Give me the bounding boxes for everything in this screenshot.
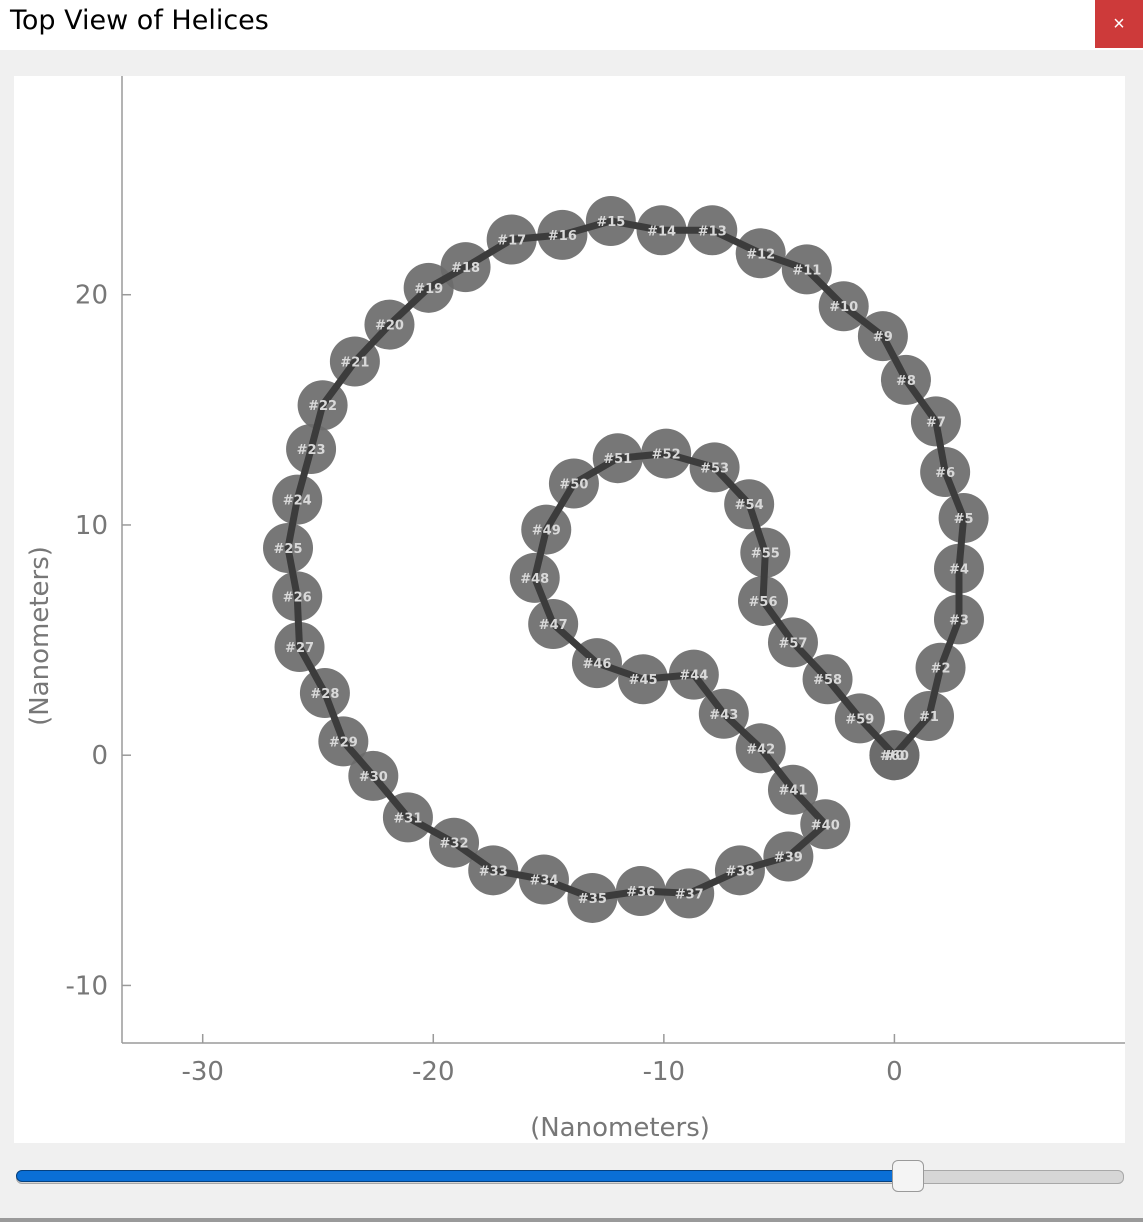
marks: #0 #1 #2 #3 #4 #5 #6 #7 #8 #9 #10 #11 #12 #13 #14 #15 #1…	[263, 196, 989, 923]
axes: -30 -20 -10 0 -10 0 10 20	[66, 76, 1125, 1087]
helix-node-label: #54	[735, 498, 764, 513]
helix-node-label: #21	[340, 355, 369, 370]
helix-node-label: #7	[926, 415, 946, 430]
helix-node-label: #33	[479, 864, 508, 879]
helix-node-label: #26	[283, 590, 312, 605]
helix-node-label: #35	[578, 892, 607, 907]
y-tick-label: 10	[75, 511, 108, 541]
close-button[interactable]: ×	[1095, 0, 1143, 48]
helix-node-label: #49	[532, 524, 561, 539]
helix-node-label: #13	[698, 224, 727, 239]
x-tick-label: 0	[886, 1057, 903, 1087]
x-tick-label: -10	[643, 1057, 685, 1087]
helix-node-label: #30	[359, 770, 388, 785]
slider-thumb[interactable]	[892, 1160, 925, 1192]
helix-node-label: #34	[529, 874, 558, 889]
helix-node-label: #53	[700, 461, 729, 476]
helix-node-label: #25	[274, 542, 303, 557]
helix-node-label: #23	[297, 443, 326, 458]
helix-node-label: #40	[811, 818, 840, 833]
helix-node-label: #38	[725, 864, 754, 879]
helix-node-label: #28	[310, 687, 339, 702]
helix-node-label: #58	[813, 673, 842, 688]
close-icon: ×	[1113, 12, 1125, 35]
frame-slider[interactable]	[16, 1160, 1124, 1196]
helix-node-label: #60	[880, 749, 909, 764]
helix-node-label: #11	[792, 263, 821, 278]
helix-node-label: #16	[548, 229, 577, 244]
helix-node-label: #18	[451, 261, 480, 276]
slider-fill	[16, 1170, 909, 1182]
helix-node-label: #50	[559, 478, 588, 493]
helix-node-label: #37	[675, 887, 704, 902]
helix-node-label: #19	[414, 282, 443, 297]
y-tick-label: 20	[75, 281, 108, 311]
helix-node-label: #5	[954, 512, 974, 527]
helix-node-label: #44	[679, 669, 708, 684]
helix-node-label: #47	[539, 618, 568, 633]
x-axis-label: (Nanometers)	[530, 1113, 710, 1143]
helix-node-label: #6	[935, 466, 955, 481]
helix-node-label: #10	[829, 300, 858, 315]
helix-node-label: #4	[949, 563, 969, 578]
window-bottom-border	[0, 1218, 1143, 1222]
x-tick-label: -20	[412, 1057, 454, 1087]
helix-node-label: #17	[497, 233, 526, 248]
helix-node-label: #24	[283, 494, 312, 509]
helix-node-label: #9	[873, 330, 893, 345]
y-axis-label: (Nanometers)	[25, 546, 55, 726]
helix-node-label: #14	[647, 224, 676, 239]
helix-node-label: #22	[308, 399, 337, 414]
helix-node-label: #2	[931, 662, 951, 677]
helix-node-label: #3	[949, 613, 969, 628]
x-tick-label: -30	[181, 1057, 223, 1087]
helix-node-label: #42	[746, 742, 775, 757]
plot-panel: -30 -20 -10 0 -10 0 10 20 #0 #1 #2 #3 #4 #5 #6 #7 #8 #9 #…	[14, 76, 1125, 1143]
y-tick-label: -10	[66, 971, 108, 1001]
title-bar: Top View of Helices ×	[0, 0, 1143, 50]
helix-node-label: #15	[596, 215, 625, 230]
helix-node-label: #31	[393, 811, 422, 826]
helix-node-label: #27	[285, 641, 314, 656]
helix-node-label: #52	[652, 448, 681, 463]
helix-node-label: #46	[582, 657, 611, 672]
helix-node-label: #48	[520, 572, 549, 587]
helix-node-label: #12	[746, 247, 775, 262]
helix-node-label: #36	[626, 885, 655, 900]
helix-node-label: #56	[749, 595, 778, 610]
helix-node-label: #57	[778, 636, 807, 651]
y-tick-label: 0	[91, 741, 108, 771]
helix-node-label: #8	[896, 374, 916, 389]
helix-node-label: #41	[778, 784, 807, 799]
helix-node-label: #39	[774, 851, 803, 866]
helix-node-label: #51	[603, 452, 632, 467]
helix-node-label: #55	[751, 547, 780, 562]
helix-node-label: #29	[329, 735, 358, 750]
helix-node-label: #20	[375, 319, 404, 334]
helix-node-label: #45	[629, 673, 658, 688]
helix-node-label: #43	[709, 708, 738, 723]
window-title: Top View of Helices	[10, 5, 269, 36]
helix-node-label: #32	[440, 837, 469, 852]
helix-node-label: #59	[845, 712, 874, 727]
helix-node-label: #1	[919, 710, 939, 725]
helix-node-label: #0	[884, 749, 904, 764]
helix-path-line	[284, 217, 968, 902]
